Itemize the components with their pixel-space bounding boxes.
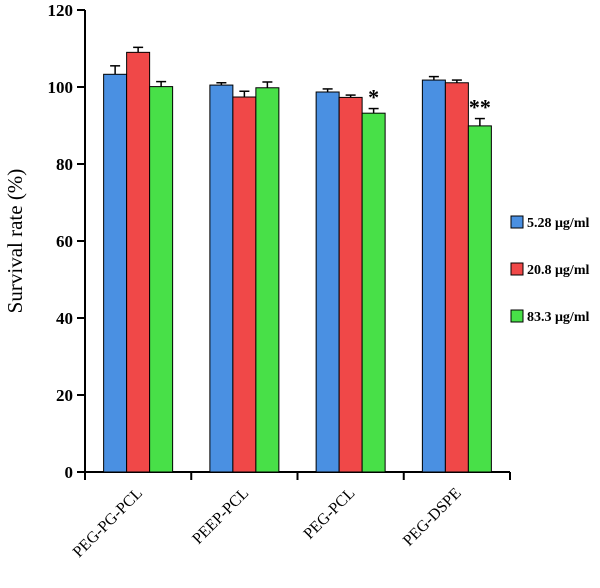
bar-peep-pcl-20-8-g-ml: [232, 96, 257, 473]
x-tick-labels: PEG-PG-PCL PEEP-PCL PEG-PCL PEG-DSPE: [70, 485, 465, 561]
x-tick-label-peg-pcl: PEG-PCL: [301, 485, 359, 543]
y-tick-label-60: 60: [56, 232, 73, 251]
bar-peg-pcl-20-8-g-ml: [338, 96, 363, 473]
legend-label-83-3-g-ml: 83.3 μg/ml: [527, 310, 589, 325]
bar-peg-pg-pcl-20-8-g-ml: [126, 51, 151, 473]
significance-peg-pcl-83-3-g-ml: *: [368, 85, 379, 110]
bar-peg-pcl-5-28-g-ml: [315, 91, 340, 473]
y-tick-label-100: 100: [48, 78, 74, 97]
x-tick-label-peep-pcl: PEEP-PCL: [189, 485, 252, 548]
bar-peep-pcl-5-28-g-ml: [209, 84, 234, 473]
y-tick-label-120: 120: [48, 1, 74, 20]
legend-label-20-8-g-ml: 20.8 μg/ml: [527, 263, 589, 278]
bar-peg-dspe-20-8-g-ml: [444, 82, 469, 473]
bar-peg-dspe-5-28-g-ml: [421, 79, 446, 473]
legend: 5.28 μg/ml 20.8 μg/ml 83.3 μg/ml: [510, 215, 589, 325]
y-tick-label-0: 0: [65, 463, 74, 482]
bar-peg-pg-pcl-83-3-g-ml: [149, 86, 174, 473]
y-tick-label-40: 40: [56, 309, 73, 328]
legend-label-5-28-g-ml: 5.28 μg/ml: [527, 216, 589, 231]
bar-peep-pcl-83-3-g-ml: [255, 87, 280, 473]
y-axis-label: Survival rate (%): [3, 169, 27, 314]
legend-swatch-20-8-g-ml: [510, 262, 524, 276]
legend-swatch-5-28-g-ml: [510, 215, 524, 229]
bar-peg-dspe-83-3-g-ml: [467, 125, 492, 473]
bar-peg-pcl-83-3-g-ml: [361, 112, 386, 473]
y-tick-label-80: 80: [56, 155, 73, 174]
x-tick-label-peg-pg-pcl: PEG-PG-PCL: [70, 485, 146, 561]
legend-swatch-83-3-g-ml: [510, 309, 524, 323]
y-tick-label-20: 20: [56, 386, 73, 405]
bar-peg-pg-pcl-5-28-g-ml: [103, 73, 128, 473]
bars-layer: * **: [103, 46, 492, 473]
x-tick-label-peg-dspe: PEG-DSPE: [400, 485, 465, 550]
significance-peg-dspe-83-3-g-ml: **: [469, 95, 491, 120]
